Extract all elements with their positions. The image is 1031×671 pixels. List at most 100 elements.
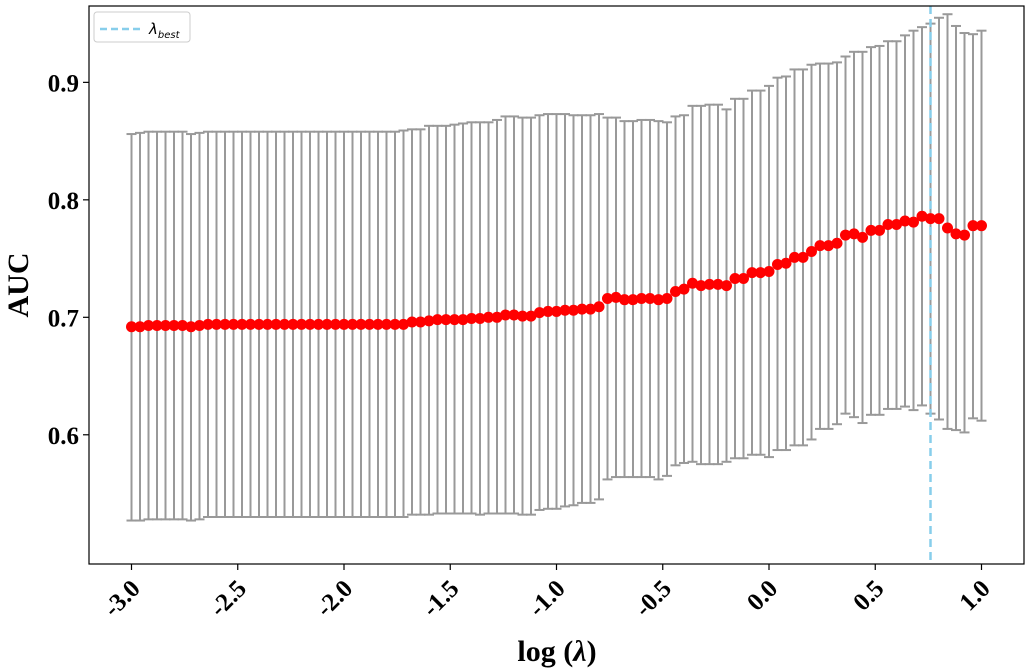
data-point — [857, 231, 868, 243]
data-point — [619, 294, 630, 306]
x-axis-title-symbol: λ — [571, 635, 586, 668]
data-point — [483, 311, 494, 323]
data-point — [330, 318, 341, 330]
data-point — [194, 320, 205, 332]
data-point — [687, 277, 698, 289]
data-point — [959, 229, 970, 241]
data-point — [364, 318, 375, 330]
data-point — [899, 215, 911, 227]
data-point — [279, 318, 290, 330]
x-tick-label: 0.0 — [742, 575, 783, 616]
data-point — [848, 228, 860, 240]
data-point — [755, 267, 766, 279]
x-tick-label: -3.0 — [99, 575, 146, 622]
x-axis-title: log (λ) — [517, 635, 596, 668]
x-axis-title-suffix: ) — [587, 635, 597, 668]
data-point — [168, 320, 180, 332]
data-point — [823, 240, 834, 252]
x-tick-label: -1.0 — [524, 575, 571, 622]
data-point — [729, 273, 741, 285]
x-tick-label: -2.5 — [205, 575, 252, 622]
data-point — [457, 314, 469, 326]
data-point — [508, 309, 520, 321]
data-point — [602, 293, 613, 305]
x-tick-label: -0.5 — [630, 575, 677, 622]
data-point — [126, 321, 137, 333]
data-point — [236, 318, 248, 330]
data-point — [466, 312, 477, 324]
data-point — [797, 251, 809, 263]
data-point — [423, 315, 435, 327]
data-point — [296, 318, 307, 330]
errorbar — [942, 13, 953, 430]
data-point — [432, 314, 443, 326]
data-point — [160, 320, 171, 332]
data-point — [874, 224, 885, 236]
y-axis-ticks: 0.6 0.7 0.8 0.9 — [48, 70, 89, 450]
data-point — [627, 294, 639, 306]
data-point — [908, 216, 919, 228]
data-point — [440, 314, 452, 326]
data-point — [253, 318, 265, 330]
data-point — [814, 240, 826, 252]
legend-box — [93, 11, 191, 43]
data-point — [967, 220, 979, 232]
data-point — [415, 316, 426, 328]
x-tick-label: 1.0 — [955, 575, 996, 616]
data-point — [678, 283, 690, 295]
data-point — [270, 318, 282, 330]
data-point — [287, 318, 299, 330]
data-point — [551, 305, 562, 317]
data-point — [933, 213, 945, 225]
data-point — [534, 307, 545, 319]
data-point — [661, 293, 673, 305]
data-point — [576, 303, 588, 315]
data-point — [695, 280, 707, 292]
data-point — [882, 219, 894, 231]
data-point — [712, 278, 724, 290]
data-point — [721, 280, 732, 292]
data-point — [738, 273, 749, 285]
data-point — [950, 228, 962, 240]
data-point — [806, 246, 817, 258]
data-point — [398, 318, 409, 330]
data-point — [372, 318, 384, 330]
data-point — [202, 318, 214, 330]
x-axis-ticks: -3.0 -2.5 -2.0 -1.5 -1.0 -0.5 0.0 0.5 1.0 — [99, 564, 996, 622]
data-point — [355, 318, 367, 330]
data-point — [585, 303, 596, 315]
data-point — [211, 318, 222, 330]
data-point — [177, 320, 188, 332]
data-point — [831, 237, 843, 249]
data-point — [976, 220, 987, 232]
data-point — [219, 318, 231, 330]
data-point — [763, 265, 775, 277]
legend: λbest — [93, 11, 191, 43]
data-point — [491, 311, 503, 323]
data-point — [891, 219, 902, 231]
data-point — [746, 267, 758, 279]
data-point — [559, 304, 571, 316]
data-point — [840, 229, 851, 241]
data-point — [772, 258, 783, 270]
legend-subscript: best — [158, 30, 181, 41]
data-point — [185, 321, 197, 333]
data-point — [321, 318, 333, 330]
y-axis-title: AUC — [2, 253, 35, 318]
data-point — [942, 222, 953, 234]
data-point — [644, 293, 656, 305]
data-point — [474, 312, 486, 324]
data-point — [780, 257, 792, 269]
y-tick-label: 0.6 — [48, 423, 79, 450]
data-point — [610, 291, 622, 303]
x-axis-title-prefix: log ( — [517, 635, 573, 668]
data-point — [517, 310, 528, 322]
data-point — [925, 213, 936, 225]
x-tick-label: -1.5 — [417, 575, 464, 622]
data-point — [865, 224, 877, 236]
data-point — [245, 318, 256, 330]
data-point-group — [126, 210, 987, 333]
x-tick-label: 0.5 — [848, 575, 889, 616]
data-point — [262, 318, 273, 330]
data-point — [789, 251, 800, 263]
